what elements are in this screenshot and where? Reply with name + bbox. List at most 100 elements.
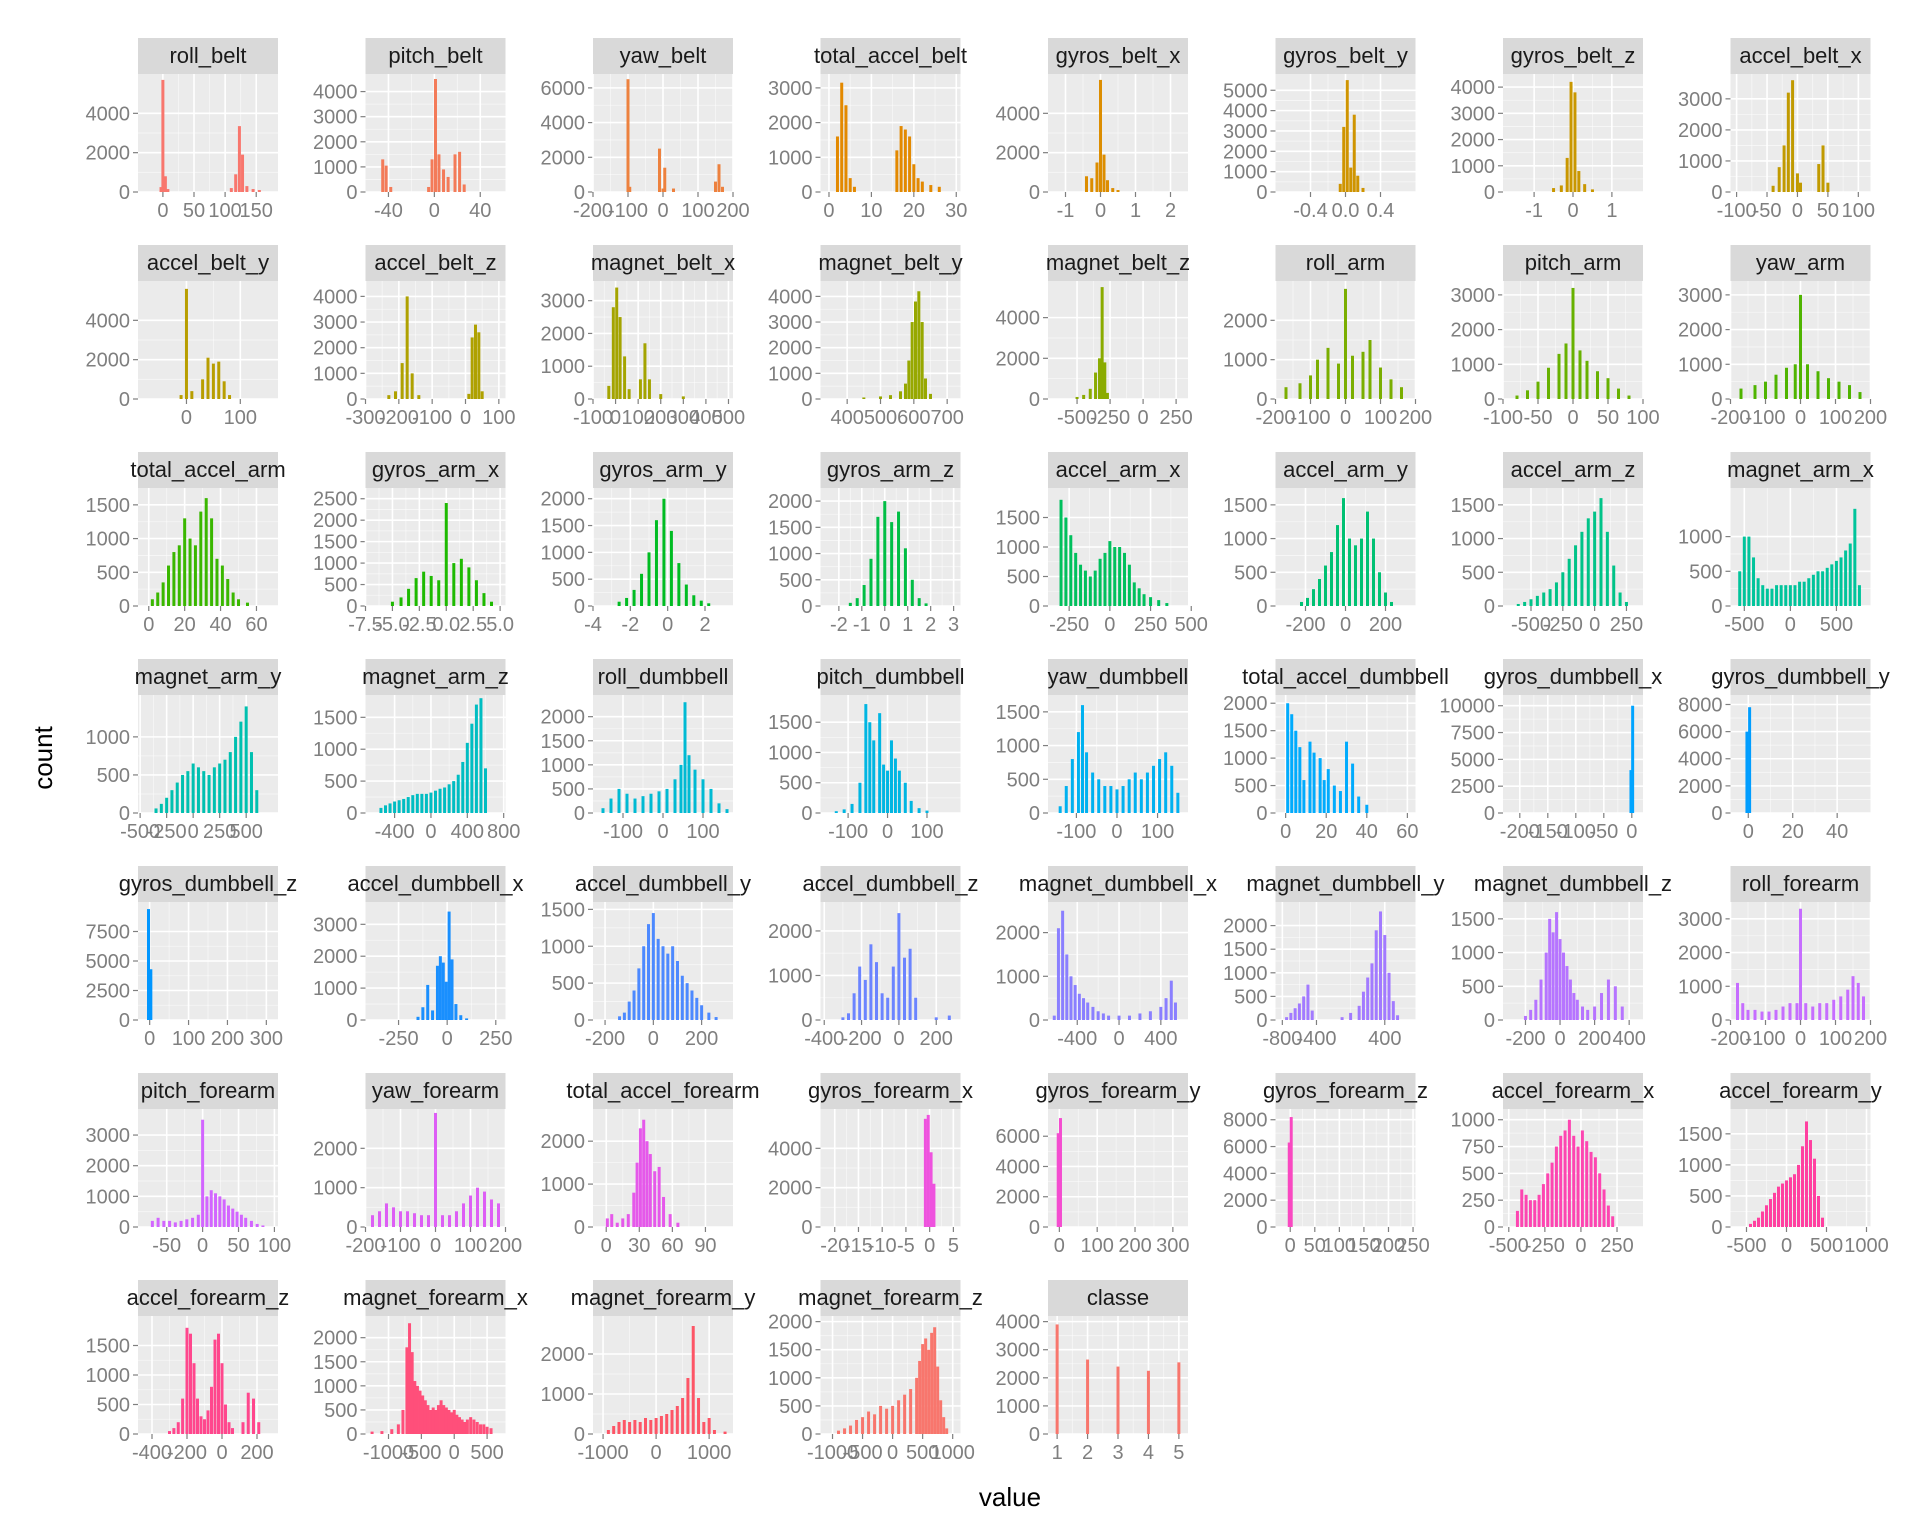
y-tick-label: 4000 bbox=[996, 103, 1041, 125]
y-tick-label: 2000 bbox=[768, 1178, 813, 1200]
histogram-bar bbox=[1798, 581, 1802, 606]
histogram-bar bbox=[1775, 585, 1779, 606]
facet-panel: accel_arm_x 0 500 1000 1500 -250 0 250 500 bbox=[996, 452, 1208, 636]
x-tick-label: -250 bbox=[379, 1028, 419, 1050]
histogram-bar bbox=[1349, 167, 1353, 192]
facet-panel: pitch_dumbbell 0 500 1000 1500 -100 0 100 bbox=[768, 659, 964, 843]
x-tick-label: 5 bbox=[1173, 1442, 1184, 1464]
facet-panel: yaw_forearm 0 1000 2000 -200-100 0 100 200 bbox=[313, 1073, 522, 1257]
histogram-bar bbox=[1821, 145, 1825, 192]
facet-strip bbox=[1048, 452, 1188, 488]
histogram-bar bbox=[606, 1430, 610, 1434]
facet-title: roll_dumbbell bbox=[598, 664, 729, 689]
facet-strip bbox=[820, 452, 961, 488]
y-tick-label: 3000 bbox=[996, 1340, 1041, 1362]
y-tick-label: 2000 bbox=[1223, 916, 1268, 938]
x-tick-label: 90 bbox=[694, 1235, 716, 1257]
facet-title: magnet_forearm_y bbox=[571, 1285, 756, 1310]
histogram-bar bbox=[1360, 538, 1363, 606]
facet-panel: total_accel_belt 0 1000 2000 3000 0 10 20 30 bbox=[768, 38, 967, 222]
x-tick-label: -100 bbox=[573, 407, 613, 429]
histogram-bar bbox=[659, 1416, 663, 1434]
histogram-bar bbox=[625, 597, 629, 606]
x-tick-label: 0 bbox=[429, 200, 440, 222]
x-tick-label: -2 bbox=[830, 614, 848, 636]
histogram-bar bbox=[431, 1407, 435, 1434]
histogram-bar bbox=[1100, 287, 1104, 399]
y-tick-label: 1000 bbox=[541, 1174, 586, 1196]
y-tick-label: 1000 bbox=[768, 742, 813, 764]
y-tick-label: 3000 bbox=[541, 291, 586, 313]
x-tick-label: 0 bbox=[216, 1442, 227, 1464]
histogram-bar bbox=[1809, 1140, 1812, 1227]
facet-title: magnet_forearm_z bbox=[798, 1285, 983, 1310]
x-tick-label: -100 bbox=[1483, 407, 1523, 429]
histogram-bar bbox=[399, 597, 403, 606]
histogram-bar bbox=[1093, 570, 1097, 606]
y-tick-label: 0 bbox=[1484, 182, 1495, 204]
facet-strip bbox=[820, 866, 961, 902]
y-tick-label: 10000 bbox=[1439, 696, 1495, 718]
histogram-bar bbox=[671, 946, 675, 1020]
facet-strip bbox=[1048, 245, 1188, 281]
facet-strip bbox=[593, 245, 733, 281]
histogram-bar bbox=[1572, 993, 1576, 1020]
histogram-bar bbox=[1565, 966, 1569, 1020]
facet-panel: gyros_forearm_y 0 2000 4000 6000 0 100 200 300 bbox=[996, 1073, 1201, 1257]
histogram-bar bbox=[212, 767, 216, 813]
y-tick-label: 0 bbox=[1029, 389, 1040, 411]
histogram-bar bbox=[237, 599, 241, 606]
histogram-bar bbox=[910, 579, 914, 606]
histogram-bar bbox=[895, 150, 899, 192]
facet-title: magnet_dumbbell_y bbox=[1246, 871, 1444, 896]
histogram-bar bbox=[218, 763, 222, 813]
histogram-bar bbox=[231, 1428, 234, 1434]
y-tick-label: 2000 bbox=[86, 143, 131, 165]
histogram-bar bbox=[861, 1417, 865, 1434]
y-tick-label: 2000 bbox=[541, 707, 586, 729]
histogram-bar bbox=[1091, 772, 1095, 813]
y-tick-label: 0 bbox=[1029, 1424, 1040, 1446]
histogram-bar bbox=[255, 790, 259, 813]
histogram-bar bbox=[406, 797, 410, 813]
histogram-bar bbox=[1064, 517, 1068, 606]
y-tick-label: 6000 bbox=[996, 1126, 1041, 1148]
x-tick-label: 0 bbox=[823, 200, 834, 222]
x-tick-label: 100 bbox=[1819, 407, 1852, 429]
x-tick-label: 100 bbox=[686, 821, 719, 843]
y-tick-label: 500 bbox=[1007, 769, 1040, 791]
histogram-bar bbox=[1354, 545, 1357, 606]
histogram-bar bbox=[725, 809, 729, 813]
histogram-bar bbox=[1567, 1119, 1571, 1227]
y-tick-label: 1000 bbox=[996, 537, 1041, 559]
histogram-bar bbox=[1297, 1003, 1301, 1020]
y-tick-label: 1000 bbox=[768, 1368, 813, 1390]
histogram-bar bbox=[161, 79, 165, 192]
x-tick-label: -40 bbox=[374, 200, 403, 222]
x-tick-label: 150 bbox=[1347, 1235, 1380, 1257]
histogram-bar bbox=[672, 188, 675, 192]
histogram-bar bbox=[405, 1347, 409, 1434]
y-tick-label: 0 bbox=[1256, 389, 1267, 411]
y-tick-label: 0 bbox=[346, 803, 357, 825]
histogram-bar bbox=[923, 1118, 927, 1227]
histogram-bar bbox=[918, 1360, 922, 1434]
histogram-bar bbox=[252, 1398, 255, 1434]
histogram-bar bbox=[618, 317, 622, 399]
x-tick-label: 0 bbox=[1054, 1235, 1065, 1257]
facet-panel: roll_arm 0 1000 2000 -200-100 0 100 200 bbox=[1223, 245, 1432, 429]
histogram-bar bbox=[1133, 772, 1137, 813]
facet-strip bbox=[1275, 452, 1416, 488]
histogram-bar bbox=[1535, 595, 1539, 606]
histogram-bar bbox=[924, 378, 927, 399]
histogram-bar bbox=[423, 1400, 427, 1434]
facet-title: total_accel_dumbbell bbox=[1242, 664, 1449, 689]
histogram-bar bbox=[380, 1431, 384, 1434]
x-tick-label: -10 bbox=[868, 1235, 897, 1257]
histogram-bar bbox=[191, 1217, 195, 1227]
y-tick-label: 0 bbox=[1029, 1217, 1040, 1239]
histogram-bar bbox=[434, 790, 437, 813]
facet-title: gyros_dumbbell_y bbox=[1711, 664, 1890, 689]
histogram-bar bbox=[1117, 1015, 1121, 1020]
x-tick-label: -200 bbox=[167, 1442, 207, 1464]
